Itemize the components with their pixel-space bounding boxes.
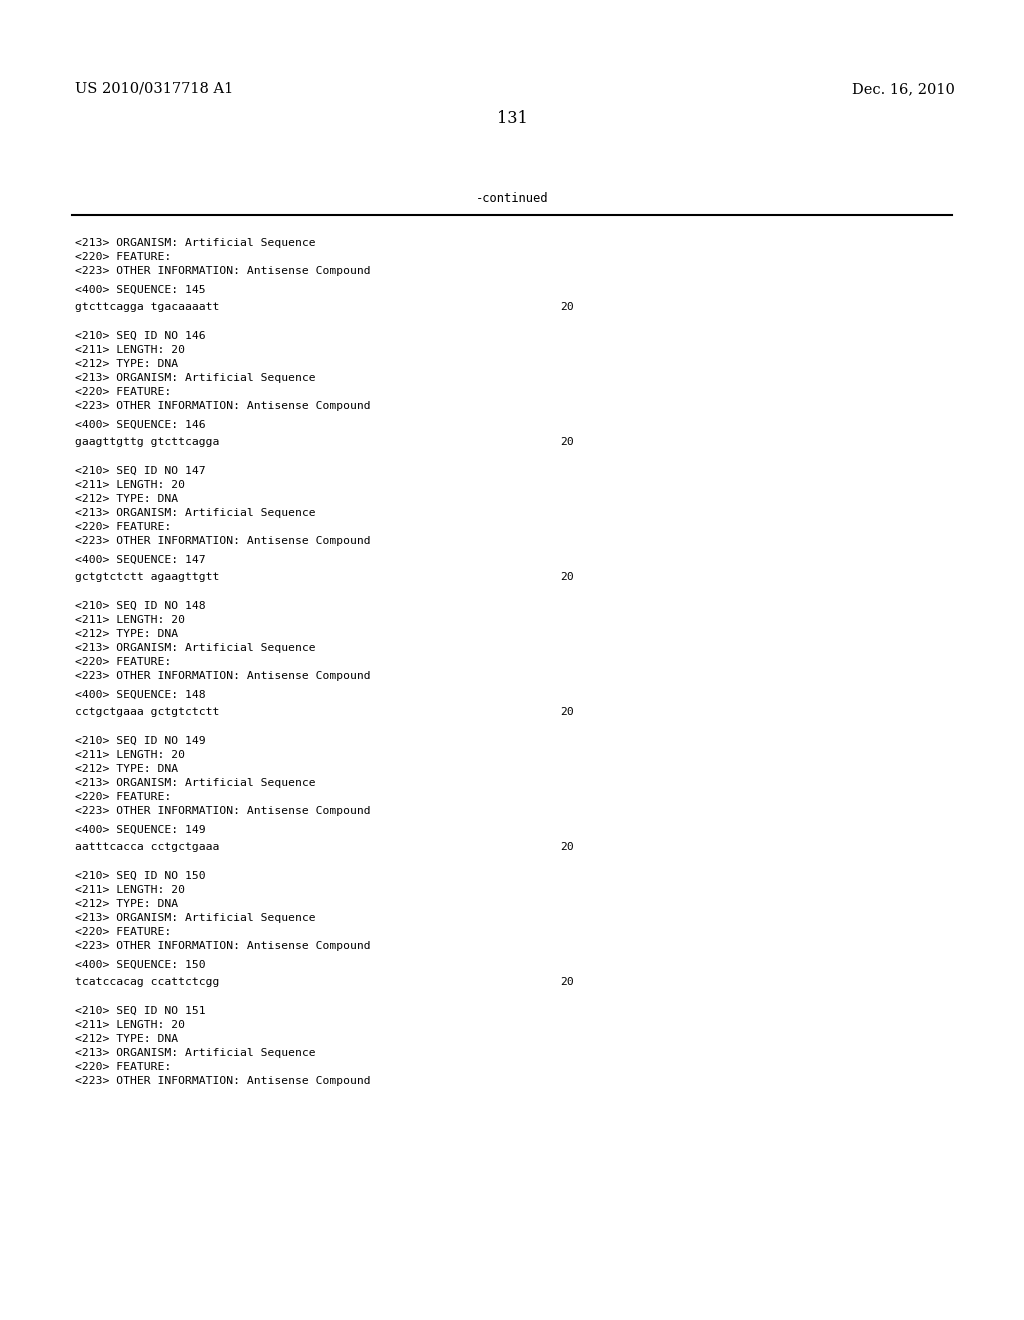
Text: 20: 20 [560,302,573,312]
Text: 20: 20 [560,437,573,447]
Text: <210> SEQ ID NO 151: <210> SEQ ID NO 151 [75,1006,206,1016]
Text: <212> TYPE: DNA: <212> TYPE: DNA [75,630,178,639]
Text: <400> SEQUENCE: 147: <400> SEQUENCE: 147 [75,554,206,565]
Text: <400> SEQUENCE: 148: <400> SEQUENCE: 148 [75,690,206,700]
Text: <211> LENGTH: 20: <211> LENGTH: 20 [75,480,185,490]
Text: <220> FEATURE:: <220> FEATURE: [75,927,171,937]
Text: 20: 20 [560,977,573,987]
Text: gtcttcagga tgacaaaatt: gtcttcagga tgacaaaatt [75,302,219,312]
Text: <211> LENGTH: 20: <211> LENGTH: 20 [75,884,185,895]
Text: <211> LENGTH: 20: <211> LENGTH: 20 [75,615,185,624]
Text: <213> ORGANISM: Artificial Sequence: <213> ORGANISM: Artificial Sequence [75,643,315,653]
Text: <211> LENGTH: 20: <211> LENGTH: 20 [75,750,185,760]
Text: <213> ORGANISM: Artificial Sequence: <213> ORGANISM: Artificial Sequence [75,913,315,923]
Text: <210> SEQ ID NO 146: <210> SEQ ID NO 146 [75,331,206,341]
Text: <213> ORGANISM: Artificial Sequence: <213> ORGANISM: Artificial Sequence [75,238,315,248]
Text: aatttcacca cctgctgaaa: aatttcacca cctgctgaaa [75,842,219,851]
Text: Dec. 16, 2010: Dec. 16, 2010 [852,82,955,96]
Text: <220> FEATURE:: <220> FEATURE: [75,521,171,532]
Text: 20: 20 [560,842,573,851]
Text: <223> OTHER INFORMATION: Antisense Compound: <223> OTHER INFORMATION: Antisense Compo… [75,536,371,546]
Text: <223> OTHER INFORMATION: Antisense Compound: <223> OTHER INFORMATION: Antisense Compo… [75,807,371,816]
Text: 131: 131 [497,110,527,127]
Text: cctgctgaaa gctgtctctt: cctgctgaaa gctgtctctt [75,708,219,717]
Text: gaagttgttg gtcttcagga: gaagttgttg gtcttcagga [75,437,219,447]
Text: <210> SEQ ID NO 147: <210> SEQ ID NO 147 [75,466,206,477]
Text: 20: 20 [560,708,573,717]
Text: <212> TYPE: DNA: <212> TYPE: DNA [75,359,178,370]
Text: <400> SEQUENCE: 150: <400> SEQUENCE: 150 [75,960,206,970]
Text: <212> TYPE: DNA: <212> TYPE: DNA [75,494,178,504]
Text: <211> LENGTH: 20: <211> LENGTH: 20 [75,1020,185,1030]
Text: <211> LENGTH: 20: <211> LENGTH: 20 [75,345,185,355]
Text: <210> SEQ ID NO 148: <210> SEQ ID NO 148 [75,601,206,611]
Text: <213> ORGANISM: Artificial Sequence: <213> ORGANISM: Artificial Sequence [75,1048,315,1059]
Text: <220> FEATURE:: <220> FEATURE: [75,792,171,803]
Text: <223> OTHER INFORMATION: Antisense Compound: <223> OTHER INFORMATION: Antisense Compo… [75,671,371,681]
Text: <220> FEATURE:: <220> FEATURE: [75,657,171,667]
Text: <210> SEQ ID NO 150: <210> SEQ ID NO 150 [75,871,206,880]
Text: US 2010/0317718 A1: US 2010/0317718 A1 [75,82,233,96]
Text: -continued: -continued [476,191,548,205]
Text: <400> SEQUENCE: 146: <400> SEQUENCE: 146 [75,420,206,430]
Text: <400> SEQUENCE: 145: <400> SEQUENCE: 145 [75,285,206,294]
Text: <220> FEATURE:: <220> FEATURE: [75,387,171,397]
Text: <220> FEATURE:: <220> FEATURE: [75,1063,171,1072]
Text: <212> TYPE: DNA: <212> TYPE: DNA [75,899,178,909]
Text: <223> OTHER INFORMATION: Antisense Compound: <223> OTHER INFORMATION: Antisense Compo… [75,267,371,276]
Text: <223> OTHER INFORMATION: Antisense Compound: <223> OTHER INFORMATION: Antisense Compo… [75,1076,371,1086]
Text: <213> ORGANISM: Artificial Sequence: <213> ORGANISM: Artificial Sequence [75,777,315,788]
Text: <223> OTHER INFORMATION: Antisense Compound: <223> OTHER INFORMATION: Antisense Compo… [75,941,371,950]
Text: gctgtctctt agaagttgtt: gctgtctctt agaagttgtt [75,572,219,582]
Text: 20: 20 [560,572,573,582]
Text: <220> FEATURE:: <220> FEATURE: [75,252,171,261]
Text: <223> OTHER INFORMATION: Antisense Compound: <223> OTHER INFORMATION: Antisense Compo… [75,401,371,411]
Text: <213> ORGANISM: Artificial Sequence: <213> ORGANISM: Artificial Sequence [75,508,315,517]
Text: <210> SEQ ID NO 149: <210> SEQ ID NO 149 [75,737,206,746]
Text: <212> TYPE: DNA: <212> TYPE: DNA [75,764,178,774]
Text: <213> ORGANISM: Artificial Sequence: <213> ORGANISM: Artificial Sequence [75,374,315,383]
Text: tcatccacag ccattctcgg: tcatccacag ccattctcgg [75,977,219,987]
Text: <400> SEQUENCE: 149: <400> SEQUENCE: 149 [75,825,206,836]
Text: <212> TYPE: DNA: <212> TYPE: DNA [75,1034,178,1044]
